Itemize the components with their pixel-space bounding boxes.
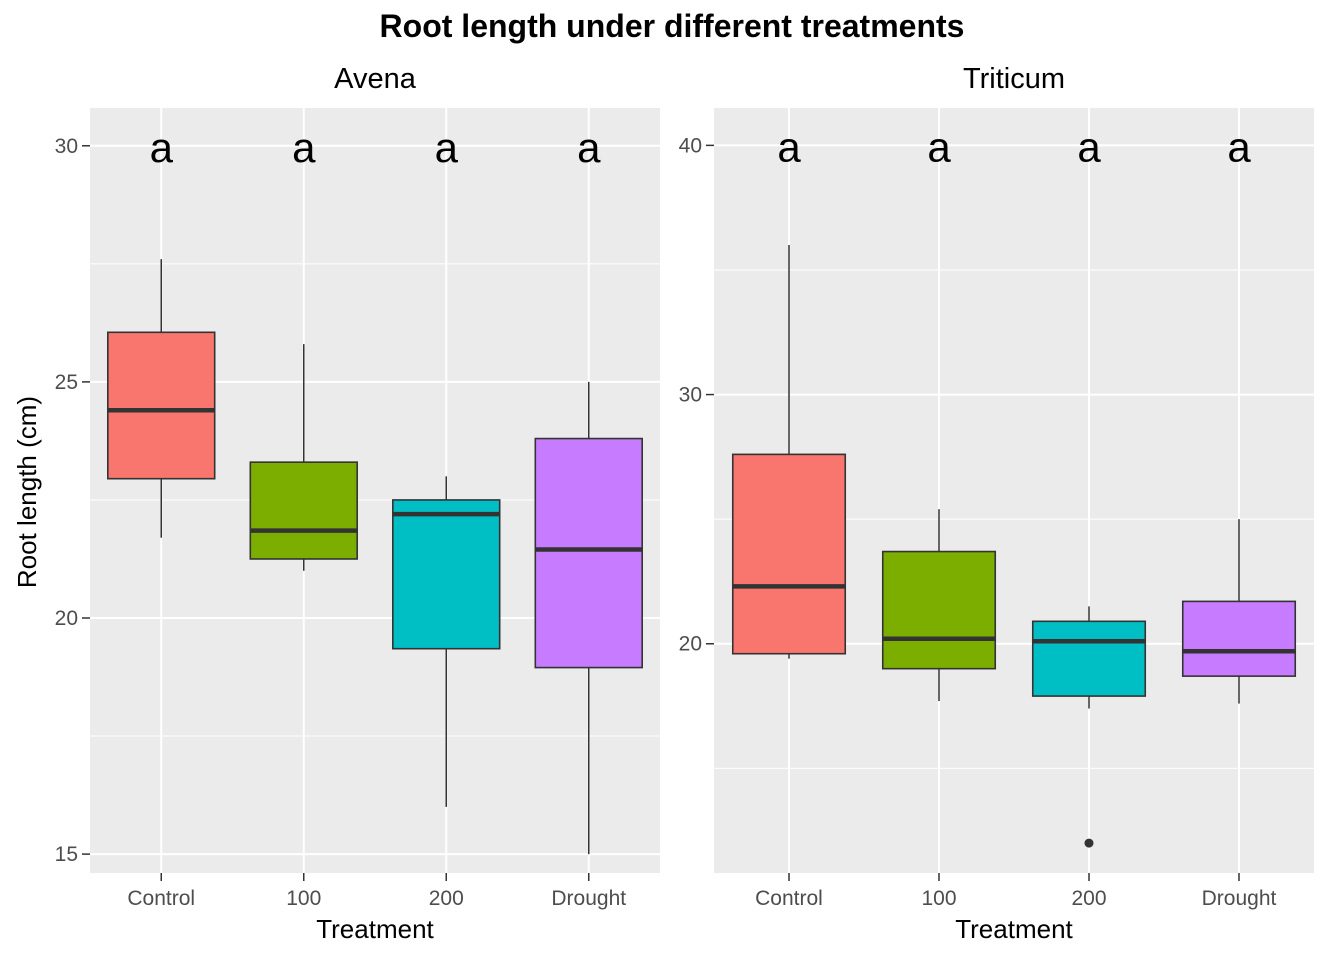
significance-letter: a [1227,123,1251,170]
significance-letter: a [577,124,601,171]
box-body [1031,620,1147,697]
panel-avena: Avena 15 20 25 30 a a a a Control 100 200 Drought Tre… [55,63,660,944]
box-control [731,245,847,659]
box-drought [1181,519,1297,704]
box-body [392,499,501,650]
y-tick-label: 20 [55,607,78,630]
y-tick-label: 30 [679,384,702,407]
box-body [731,453,847,655]
x-tick-label: Drought [551,887,626,910]
x-tick-label: 200 [1071,887,1106,910]
box-body [1181,600,1297,677]
y-tick-label: 40 [679,134,702,157]
significance-letter: a [292,124,316,171]
x-tick-label: Control [755,887,823,910]
x-tick-label: 100 [921,887,956,910]
y-tick-label: 25 [55,371,78,394]
y-axis-title: Root length (cm) [12,396,42,588]
x-axis-title: Treatment [316,914,434,944]
y-tick-label: 15 [55,843,78,866]
box-control [107,259,216,538]
panels-layer: Avena 15 20 25 30 a a a a Control 100 200 Drought Tre… [55,63,1314,944]
panel-triticum: Triticum 20 30 40 a a a a Control 100 200 Drought Tr… [679,63,1314,944]
panel-title-triticum: Triticum [963,63,1065,95]
box-100 [249,344,358,571]
box-100 [881,509,997,702]
significance-letter: a [150,124,174,171]
y-tick-label: 30 [55,135,78,158]
significance-letter: a [1077,123,1101,170]
x-tick-label: Control [127,887,195,910]
outlier-point [1084,838,1094,848]
box-drought [534,381,643,855]
box-200 [392,476,501,807]
box-body [881,550,997,670]
x-axis-title: Treatment [955,914,1073,944]
significance-letter: a [777,123,801,170]
chart-title: Root length under different treatments [380,8,965,44]
box-body [534,437,643,669]
x-tick-label: 200 [429,887,464,910]
y-tick-label: 20 [679,633,702,656]
x-tick-label: Drought [1202,887,1277,910]
significance-letter: a [435,124,459,171]
box-body [107,331,216,480]
significance-letter: a [927,123,951,170]
box-200 [1031,606,1147,848]
box-body [249,461,358,560]
panel-title-avena: Avena [334,63,417,95]
x-tick-label: 100 [286,887,321,910]
